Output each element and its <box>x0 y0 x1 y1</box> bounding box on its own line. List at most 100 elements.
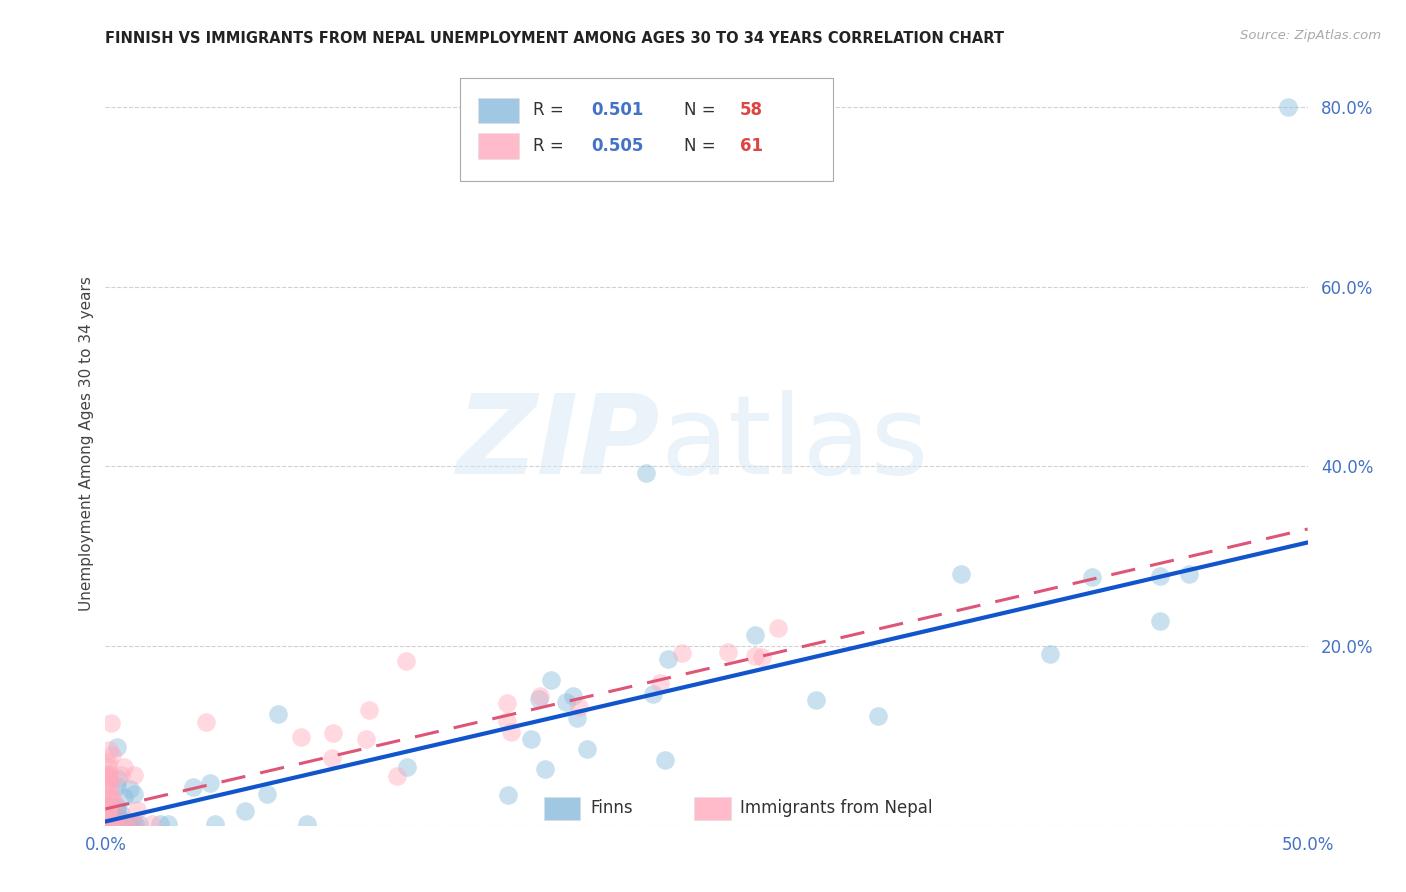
Text: ZIP: ZIP <box>457 391 661 497</box>
Point <box>97 797 120 811</box>
Text: 58: 58 <box>740 102 763 120</box>
Point <box>561 689 583 703</box>
Point <box>97 817 120 831</box>
Point <box>100 716 122 731</box>
Point <box>716 645 738 659</box>
Point <box>766 621 789 635</box>
Point <box>295 817 318 831</box>
Point <box>117 817 139 831</box>
Point <box>359 703 381 717</box>
Point <box>115 817 138 831</box>
Point <box>128 817 150 831</box>
Point <box>496 789 519 803</box>
Text: R =: R = <box>533 102 569 120</box>
Point <box>527 691 550 706</box>
Point <box>107 810 129 824</box>
Point <box>565 711 588 725</box>
Point <box>97 800 120 814</box>
Point <box>110 806 132 821</box>
Point <box>354 732 377 747</box>
Point <box>100 792 122 806</box>
Point <box>97 772 120 786</box>
Point <box>648 676 671 690</box>
Point <box>1149 569 1171 583</box>
Point <box>97 817 120 831</box>
Point <box>499 725 522 739</box>
Point <box>744 649 766 664</box>
Point <box>107 817 129 831</box>
Point <box>107 740 129 755</box>
Point <box>181 780 204 794</box>
Point <box>195 714 218 729</box>
Point <box>124 817 146 831</box>
Point <box>256 787 278 801</box>
Point <box>643 687 665 701</box>
FancyBboxPatch shape <box>478 134 519 160</box>
Point <box>671 646 693 660</box>
Point <box>97 800 120 814</box>
Point <box>806 692 828 706</box>
Point <box>149 817 172 831</box>
Point <box>107 817 129 831</box>
Point <box>636 467 658 481</box>
Point <box>657 652 679 666</box>
Text: Immigrants from Nepal: Immigrants from Nepal <box>740 799 932 817</box>
Point <box>120 782 142 797</box>
Point <box>117 817 139 831</box>
Point <box>97 791 120 805</box>
Point <box>110 767 132 781</box>
Point <box>125 803 148 817</box>
Text: atlas: atlas <box>661 391 929 497</box>
Point <box>554 695 576 709</box>
Point <box>97 778 120 792</box>
Text: 0.505: 0.505 <box>591 137 644 155</box>
Point <box>576 742 599 756</box>
Point <box>495 697 517 711</box>
Point <box>395 760 418 774</box>
Point <box>107 805 129 820</box>
Point <box>266 707 288 722</box>
Text: FINNISH VS IMMIGRANTS FROM NEPAL UNEMPLOYMENT AMONG AGES 30 TO 34 YEARS CORRELAT: FINNISH VS IMMIGRANTS FROM NEPAL UNEMPLO… <box>105 31 1004 46</box>
Point <box>107 817 129 831</box>
Point <box>100 817 122 831</box>
Point <box>520 732 543 747</box>
Point <box>115 817 138 831</box>
Point <box>97 769 120 783</box>
Point <box>112 789 135 804</box>
Point <box>107 817 129 831</box>
Point <box>654 753 676 767</box>
FancyBboxPatch shape <box>695 797 731 820</box>
Point <box>107 807 129 822</box>
Point <box>121 817 143 831</box>
Point <box>157 817 180 831</box>
Point <box>1177 566 1199 581</box>
Point <box>98 767 121 781</box>
Point <box>97 817 120 831</box>
Point <box>395 654 418 668</box>
Point <box>97 766 120 780</box>
Point <box>1149 614 1171 628</box>
Point <box>107 799 129 814</box>
Point <box>97 803 120 817</box>
FancyBboxPatch shape <box>460 78 832 181</box>
Point <box>107 817 129 831</box>
Point <box>533 762 555 776</box>
Point <box>107 772 129 786</box>
Point <box>568 699 591 714</box>
Point <box>540 673 562 687</box>
Text: 61: 61 <box>740 137 763 155</box>
Point <box>322 726 344 740</box>
Point <box>98 817 121 831</box>
Point <box>97 789 120 804</box>
Point <box>529 689 551 703</box>
Point <box>100 816 122 830</box>
Point <box>97 805 120 819</box>
Point <box>112 760 135 774</box>
Point <box>122 768 145 782</box>
FancyBboxPatch shape <box>478 97 519 123</box>
Point <box>204 817 226 831</box>
Point <box>290 731 312 745</box>
Point <box>97 760 120 774</box>
Point <box>107 817 129 831</box>
Point <box>122 788 145 802</box>
